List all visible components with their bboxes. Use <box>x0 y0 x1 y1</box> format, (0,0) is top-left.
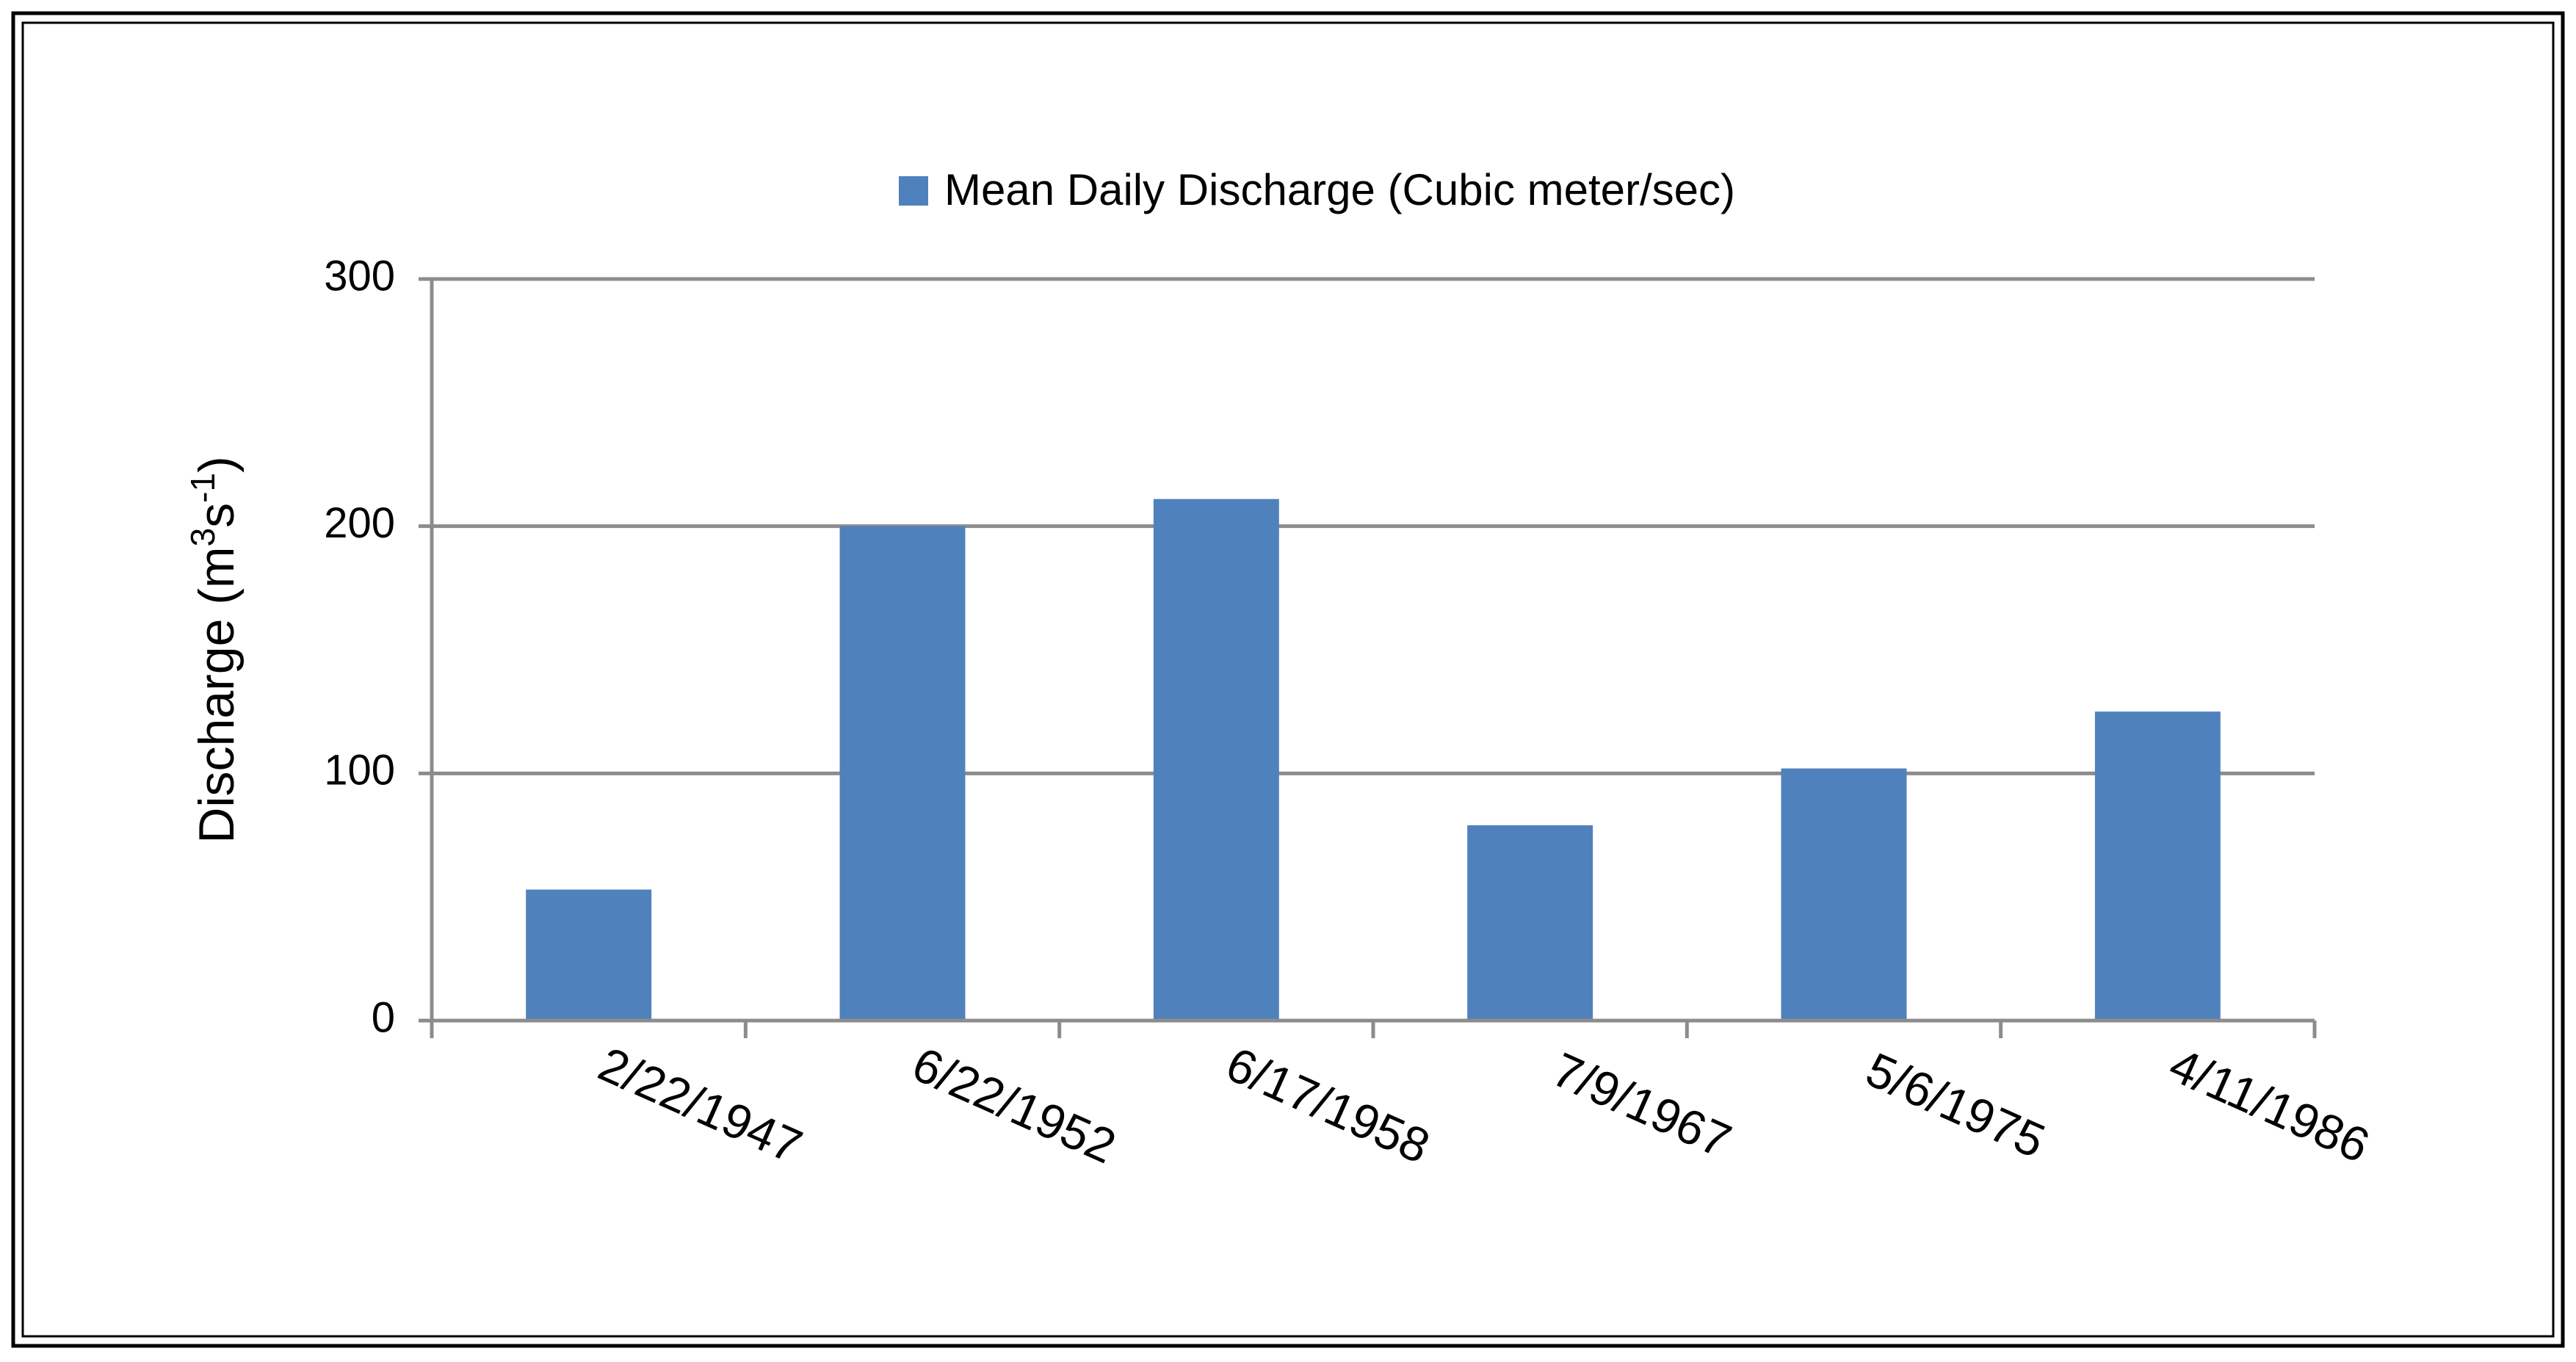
legend: Mean Daily Discharge (Cubic meter/sec) <box>899 165 1735 214</box>
y-tick-label: 0 <box>372 993 395 1041</box>
outer-border <box>11 11 2565 1348</box>
bar <box>526 889 652 1021</box>
y-tick-label: 200 <box>324 499 395 547</box>
bars <box>526 499 2221 1021</box>
bar <box>1153 499 1279 1021</box>
bar <box>839 526 966 1021</box>
gridlines <box>432 277 2315 775</box>
y-tick-label: 100 <box>324 747 395 794</box>
bar <box>1467 825 1593 1021</box>
y-axis: 0 100 200 300 <box>324 252 434 1041</box>
y-tick-label: 300 <box>324 252 395 300</box>
y-axis-title: Discharge (m3s-1) <box>184 456 245 843</box>
legend-label: Mean Daily Discharge (Cubic meter/sec) <box>944 165 1735 214</box>
inner-border <box>21 21 2555 1338</box>
legend-swatch <box>899 176 928 206</box>
bar <box>2094 711 2221 1021</box>
bar <box>1781 768 1907 1021</box>
